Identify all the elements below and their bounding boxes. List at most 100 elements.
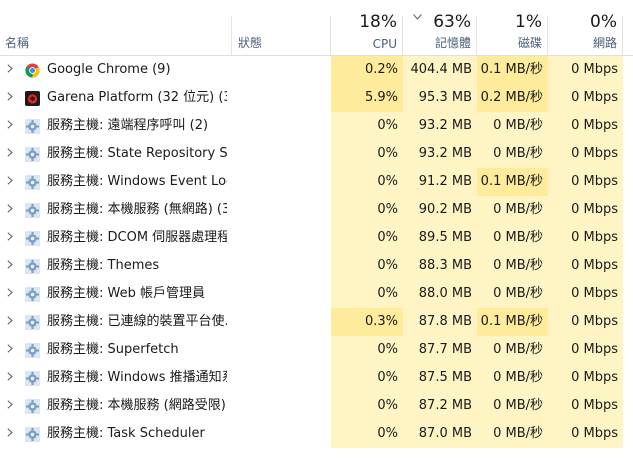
process-name: 服務主機: 遠端程序呼叫 (2) (47, 118, 209, 133)
cpu-value: 0% (331, 336, 403, 364)
process-list: Google Chrome (9) 0.2% 404.4 MB 0.1 MB/秒 0 M… (0, 56, 633, 466)
expand-chevron-icon[interactable] (5, 140, 15, 168)
gear-icon (25, 287, 40, 302)
column-header-network[interactable]: 0% 網路 (548, 0, 623, 56)
cpu-value: 0.2% (331, 56, 403, 84)
column-header-disk[interactable]: 1% 磁碟 (477, 0, 548, 56)
expand-chevron-icon[interactable] (5, 112, 15, 140)
gear-icon (25, 175, 40, 190)
network-value: 0 Mbps (548, 168, 623, 196)
expand-chevron-icon[interactable] (5, 252, 15, 280)
memory-value: 87.7 MB (403, 336, 477, 364)
table-row[interactable]: 服務主機: State Repository Ser...0%93.2 MB0 … (0, 140, 633, 168)
process-name: 服務主機: 本機服務 (網路受限) (47, 398, 226, 413)
network-value: 0 Mbps (548, 392, 623, 420)
expand-chevron-icon[interactable] (5, 168, 15, 196)
memory-value: 404.4 MB (403, 56, 477, 84)
expand-chevron-icon[interactable] (5, 196, 15, 224)
disk-total-percent: 1% (515, 12, 542, 32)
table-row[interactable]: 服務主機: 遠端程序呼叫 (2) 0% 93.2 MB 0 MB/秒 0 Mbps (0, 112, 633, 140)
disk-value: 0.1 MB/秒 (477, 308, 548, 336)
network-value: 0 Mbps (548, 308, 623, 336)
network-label: 網路 (592, 36, 617, 50)
network-value: 0 Mbps (548, 84, 623, 112)
cpu-value: 0% (331, 168, 403, 196)
column-status-label: 狀態 (238, 36, 263, 50)
network-value: 0 Mbps (548, 280, 623, 308)
table-row[interactable]: 服務主機: Web 帳戶管理員 0% 88.0 MB 0 MB/秒 0 Mbps (0, 280, 633, 308)
process-name: 服務主機: Superfetch (47, 342, 179, 357)
cpu-value: 0% (331, 280, 403, 308)
expand-chevron-icon[interactable] (5, 280, 15, 308)
disk-value: 0 MB/秒 (477, 420, 548, 448)
gear-icon (25, 371, 40, 386)
expand-chevron-icon[interactable] (5, 84, 15, 112)
column-header-name[interactable]: 名稱 (0, 0, 232, 56)
memory-label: 記憶體 (434, 36, 471, 50)
network-value: 0 Mbps (548, 336, 623, 364)
table-row[interactable]: 服務主機: Themes 0% 88.3 MB 0 MB/秒 0 Mbps (0, 252, 633, 280)
disk-label: 磁碟 (517, 36, 542, 50)
expand-chevron-icon[interactable] (5, 336, 15, 364)
column-header-status[interactable]: 狀態 (232, 0, 331, 56)
memory-value: 93.2 MB (403, 140, 477, 168)
column-header-memory[interactable]: 63% 記憶體 (403, 0, 477, 56)
table-row[interactable]: 服務主機: 本機服務 (網路受限) 0% 87.2 MB 0 MB/秒 0 Mbps (0, 392, 633, 420)
expand-chevron-icon[interactable] (5, 392, 15, 420)
cpu-value: 0% (331, 420, 403, 448)
disk-value: 0 MB/秒 (477, 112, 548, 140)
table-row[interactable]: 服務主機: Superfetch 0% 87.7 MB 0 MB/秒 0 Mbps (0, 336, 633, 364)
disk-value: 0 MB/秒 (477, 336, 548, 364)
table-row[interactable]: Garena Platform (32 位元) (3) 5.9% 95.3 MB 0.… (0, 84, 633, 112)
chevron-down-icon (413, 13, 422, 23)
expand-chevron-icon[interactable] (5, 224, 15, 252)
disk-value: 0 MB/秒 (477, 140, 548, 168)
network-value: 0 Mbps (548, 56, 623, 84)
disk-value: 0 MB/秒 (477, 196, 548, 224)
disk-value: 0 MB/秒 (477, 364, 548, 392)
network-value: 0 Mbps (548, 364, 623, 392)
process-name: 服務主機: Web 帳戶管理員 (47, 286, 205, 301)
network-value: 0 Mbps (548, 224, 623, 252)
table-row[interactable]: 服務主機: 本機服務 (無網路) (3) 0% 90.2 MB 0 MB/秒 0 Mbp… (0, 196, 633, 224)
memory-value: 87.2 MB (403, 392, 477, 420)
memory-value: 87.5 MB (403, 364, 477, 392)
expand-chevron-icon[interactable] (5, 308, 15, 336)
table-row[interactable]: 服務主機: Windows Event Log 0% 91.2 MB 0.1 MB/秒… (0, 168, 633, 196)
cpu-value: 0% (331, 224, 403, 252)
cpu-label: CPU (372, 37, 397, 51)
process-name: 服務主機: Windows Event Log (47, 174, 227, 189)
memory-value: 91.2 MB (403, 168, 477, 196)
gear-icon (25, 427, 40, 442)
expand-chevron-icon[interactable] (5, 420, 15, 448)
memory-total-percent: 63% (433, 12, 471, 32)
table-row[interactable]: 服務主機: DCOM 伺服器處理程... 0% 89.5 MB 0 MB/秒 0 Mbp… (0, 224, 633, 252)
table-row[interactable]: Google Chrome (9) 0.2% 404.4 MB 0.1 MB/秒 0 M… (0, 56, 633, 84)
gear-icon (25, 119, 40, 134)
memory-value: 87.0 MB (403, 420, 477, 448)
disk-value: 0 MB/秒 (477, 224, 548, 252)
disk-value: 0.1 MB/秒 (477, 168, 548, 196)
memory-value: 93.2 MB (403, 112, 477, 140)
process-name: Garena Platform (32 位元) (3) (47, 90, 227, 105)
chrome-icon (25, 63, 40, 78)
disk-value: 0 MB/秒 (477, 280, 548, 308)
cpu-total-percent: 18% (359, 12, 397, 32)
expand-chevron-icon[interactable] (5, 56, 15, 84)
expand-chevron-icon[interactable] (5, 364, 15, 392)
network-value: 0 Mbps (548, 252, 623, 280)
memory-value: 95.3 MB (403, 84, 477, 112)
process-name: 服務主機: Windows 推播通知系... (47, 370, 227, 385)
cpu-value: 0% (331, 140, 403, 168)
table-row[interactable]: 服務主機: 已連線的裝置平台使... 0.3% 87.8 MB 0.1 MB/秒 0 M… (0, 308, 633, 336)
memory-value: 88.3 MB (403, 252, 477, 280)
network-value: 0 Mbps (548, 196, 623, 224)
process-name: 服務主機: DCOM 伺服器處理程... (47, 230, 227, 245)
memory-value: 87.8 MB (403, 308, 477, 336)
gear-icon (25, 315, 40, 330)
table-row[interactable]: 服務主機: Windows 推播通知系... 0%87.5 MB0 MB/秒0 M… (0, 364, 633, 392)
network-value: 0 Mbps (548, 420, 623, 448)
garena-icon (25, 91, 40, 106)
table-row[interactable]: 服務主機: Task Scheduler 0% 87.0 MB 0 MB/秒 0 Mbp… (0, 420, 633, 448)
column-header-cpu[interactable]: 18% CPU (331, 0, 403, 56)
